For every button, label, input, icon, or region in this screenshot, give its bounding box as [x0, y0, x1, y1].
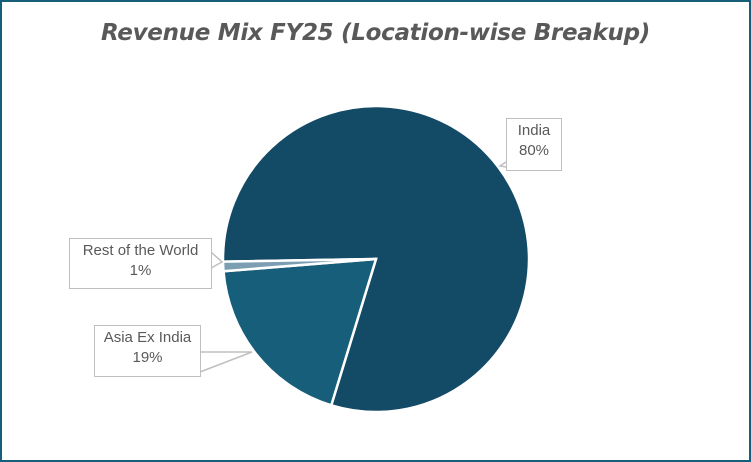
- data-label-india: India 80%: [506, 118, 562, 171]
- slice-asia-ex-india: [222, 257, 378, 407]
- label-category: Rest of the World: [82, 242, 199, 259]
- label-value: 1%: [129, 262, 152, 279]
- leader-line: [199, 351, 253, 373]
- leader-line: [210, 251, 224, 269]
- slice-rest-of-world: [221, 257, 377, 273]
- label-value: 80%: [518, 142, 550, 159]
- label-category: India: [517, 122, 551, 139]
- data-label-asia-ex-india: Asia Ex India 19%: [94, 325, 201, 377]
- chart-title: Revenue Mix FY25 (Location-wise Breakup): [101, 20, 650, 46]
- label-category: Asia Ex India: [103, 329, 192, 346]
- data-label-rest-of-world: Rest of the World 1%: [69, 238, 212, 289]
- pie-slices: [221, 104, 531, 414]
- label-value: 19%: [132, 349, 163, 366]
